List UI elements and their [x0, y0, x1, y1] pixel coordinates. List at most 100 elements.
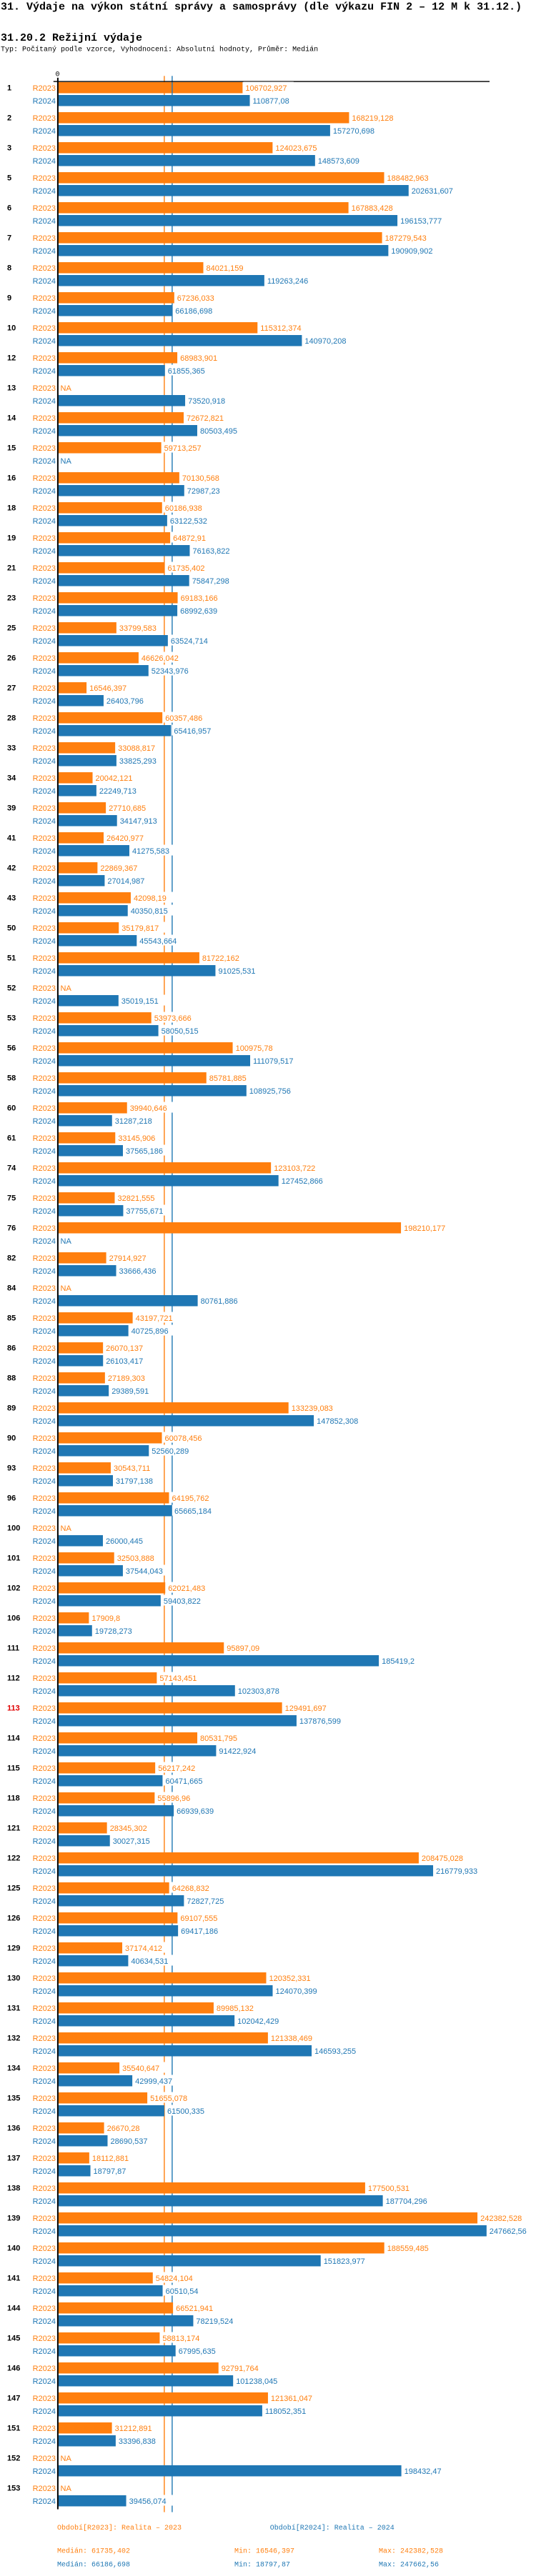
svg-text:187704,296: 187704,296	[386, 2197, 427, 2206]
svg-text:R2023: R2023	[33, 654, 56, 663]
svg-text:R2024: R2024	[33, 97, 56, 106]
svg-text:198432,47: 198432,47	[405, 2467, 442, 2476]
svg-text:R2024: R2024	[33, 1117, 56, 1126]
svg-text:64872,91: 64872,91	[173, 534, 206, 543]
svg-text:26: 26	[7, 654, 16, 663]
svg-text:R2023: R2023	[33, 1254, 56, 1263]
svg-text:135: 135	[7, 2095, 20, 2103]
svg-text:Max: 242382,528: Max: 242382,528	[379, 2548, 443, 2556]
svg-text:R2024: R2024	[33, 307, 56, 316]
svg-text:59403,822: 59403,822	[164, 1597, 201, 1606]
svg-text:56: 56	[7, 1044, 16, 1053]
svg-text:147852,308: 147852,308	[317, 1417, 358, 1426]
svg-text:51: 51	[7, 954, 16, 963]
svg-text:26403,796: 26403,796	[106, 697, 144, 706]
svg-text:127452,866: 127452,866	[282, 1177, 323, 1186]
svg-text:R2023: R2023	[33, 234, 56, 243]
svg-text:65665,184: 65665,184	[174, 1507, 212, 1516]
svg-text:NA: NA	[61, 2485, 72, 2493]
svg-text:R2024: R2024	[33, 937, 56, 946]
svg-text:78219,524: 78219,524	[196, 2317, 233, 2326]
svg-text:R2024: R2024	[33, 697, 56, 706]
svg-text:R2023: R2023	[33, 474, 56, 483]
svg-text:R2024: R2024	[33, 1177, 56, 1186]
svg-text:13: 13	[7, 384, 16, 393]
svg-text:28345,302: 28345,302	[110, 1824, 147, 1833]
svg-text:R2023: R2023	[33, 1224, 56, 1233]
svg-text:42: 42	[7, 864, 16, 873]
svg-text:65416,957: 65416,957	[174, 727, 211, 736]
svg-text:106702,927: 106702,927	[245, 84, 287, 93]
svg-text:R2024: R2024	[33, 1747, 56, 1756]
svg-text:114: 114	[7, 1734, 21, 1743]
svg-text:R2024: R2024	[33, 1567, 56, 1576]
svg-text:76: 76	[7, 1224, 16, 1233]
svg-text:R2024: R2024	[33, 1537, 56, 1546]
svg-text:95897,09: 95897,09	[227, 1644, 259, 1653]
svg-text:R2023: R2023	[33, 414, 56, 423]
svg-text:R2023: R2023	[33, 564, 56, 573]
svg-text:85: 85	[7, 1314, 16, 1323]
svg-text:129491,697: 129491,697	[285, 1704, 327, 1713]
svg-text:34147,913: 34147,913	[120, 817, 157, 826]
svg-text:25: 25	[7, 624, 16, 633]
svg-text:R2023: R2023	[33, 594, 56, 603]
svg-text:111079,517: 111079,517	[253, 1057, 293, 1066]
svg-text:60471,665: 60471,665	[166, 1777, 203, 1786]
svg-text:14: 14	[7, 414, 16, 423]
svg-text:118: 118	[7, 1794, 20, 1803]
svg-text:20042,121: 20042,121	[96, 774, 133, 783]
svg-text:R2024: R2024	[33, 2137, 56, 2146]
svg-text:187279,543: 187279,543	[385, 234, 427, 243]
svg-text:89985,132: 89985,132	[217, 2005, 254, 2013]
svg-text:6: 6	[7, 204, 11, 213]
svg-text:146593,255: 146593,255	[314, 2047, 356, 2056]
svg-text:84021,159: 84021,159	[207, 264, 244, 273]
svg-text:2: 2	[7, 114, 11, 123]
svg-text:R2024: R2024	[33, 2407, 56, 2416]
svg-text:R2024: R2024	[33, 1597, 56, 1606]
svg-text:R2024: R2024	[33, 817, 56, 826]
svg-text:R2023: R2023	[33, 1344, 56, 1353]
svg-text:33: 33	[7, 744, 16, 753]
svg-text:R2023: R2023	[33, 324, 56, 333]
svg-text:R2023: R2023	[33, 1014, 56, 1023]
svg-text:R2023: R2023	[33, 984, 56, 993]
svg-text:NA: NA	[61, 984, 72, 993]
svg-text:168219,128: 168219,128	[352, 114, 393, 123]
svg-text:124070,399: 124070,399	[276, 1987, 317, 1996]
svg-text:15: 15	[7, 444, 16, 453]
svg-text:51655,078: 51655,078	[150, 2095, 187, 2103]
svg-text:R2023: R2023	[33, 1614, 56, 1623]
svg-text:R2023: R2023	[33, 2275, 56, 2283]
svg-text:R2023: R2023	[33, 1164, 56, 1173]
svg-text:101238,045: 101238,045	[236, 2377, 277, 2386]
svg-text:39456,074: 39456,074	[129, 2497, 167, 2506]
svg-text:125: 125	[7, 1884, 20, 1893]
svg-text:45543,664: 45543,664	[139, 937, 177, 946]
svg-text:R2023: R2023	[33, 1674, 56, 1683]
svg-text:R2023: R2023	[33, 1314, 56, 1323]
svg-text:R2023: R2023	[33, 1644, 56, 1653]
svg-text:R2023: R2023	[33, 114, 56, 123]
svg-text:50: 50	[7, 924, 16, 933]
svg-text:73520,918: 73520,918	[188, 397, 225, 406]
svg-text:9: 9	[7, 294, 11, 303]
svg-text:185419,2: 185419,2	[382, 1657, 415, 1666]
svg-text:R2023: R2023	[33, 2155, 56, 2163]
svg-text:R2024: R2024	[33, 997, 56, 1006]
svg-text:R2023: R2023	[33, 1134, 56, 1143]
svg-text:35019,151: 35019,151	[121, 997, 159, 1006]
svg-text:R2023: R2023	[33, 2125, 56, 2133]
svg-text:157270,698: 157270,698	[333, 127, 374, 136]
svg-text:18112,881: 18112,881	[92, 2155, 129, 2163]
svg-text:26670,28: 26670,28	[107, 2125, 140, 2133]
svg-text:R2023: R2023	[33, 1434, 56, 1443]
svg-text:136: 136	[7, 2125, 20, 2133]
svg-text:27710,685: 27710,685	[109, 804, 146, 813]
svg-text:33825,293: 33825,293	[119, 757, 157, 766]
svg-text:R2023: R2023	[33, 144, 56, 153]
svg-text:19: 19	[7, 534, 16, 543]
svg-text:152: 152	[7, 2455, 20, 2463]
svg-text:R2023: R2023	[33, 1494, 56, 1503]
